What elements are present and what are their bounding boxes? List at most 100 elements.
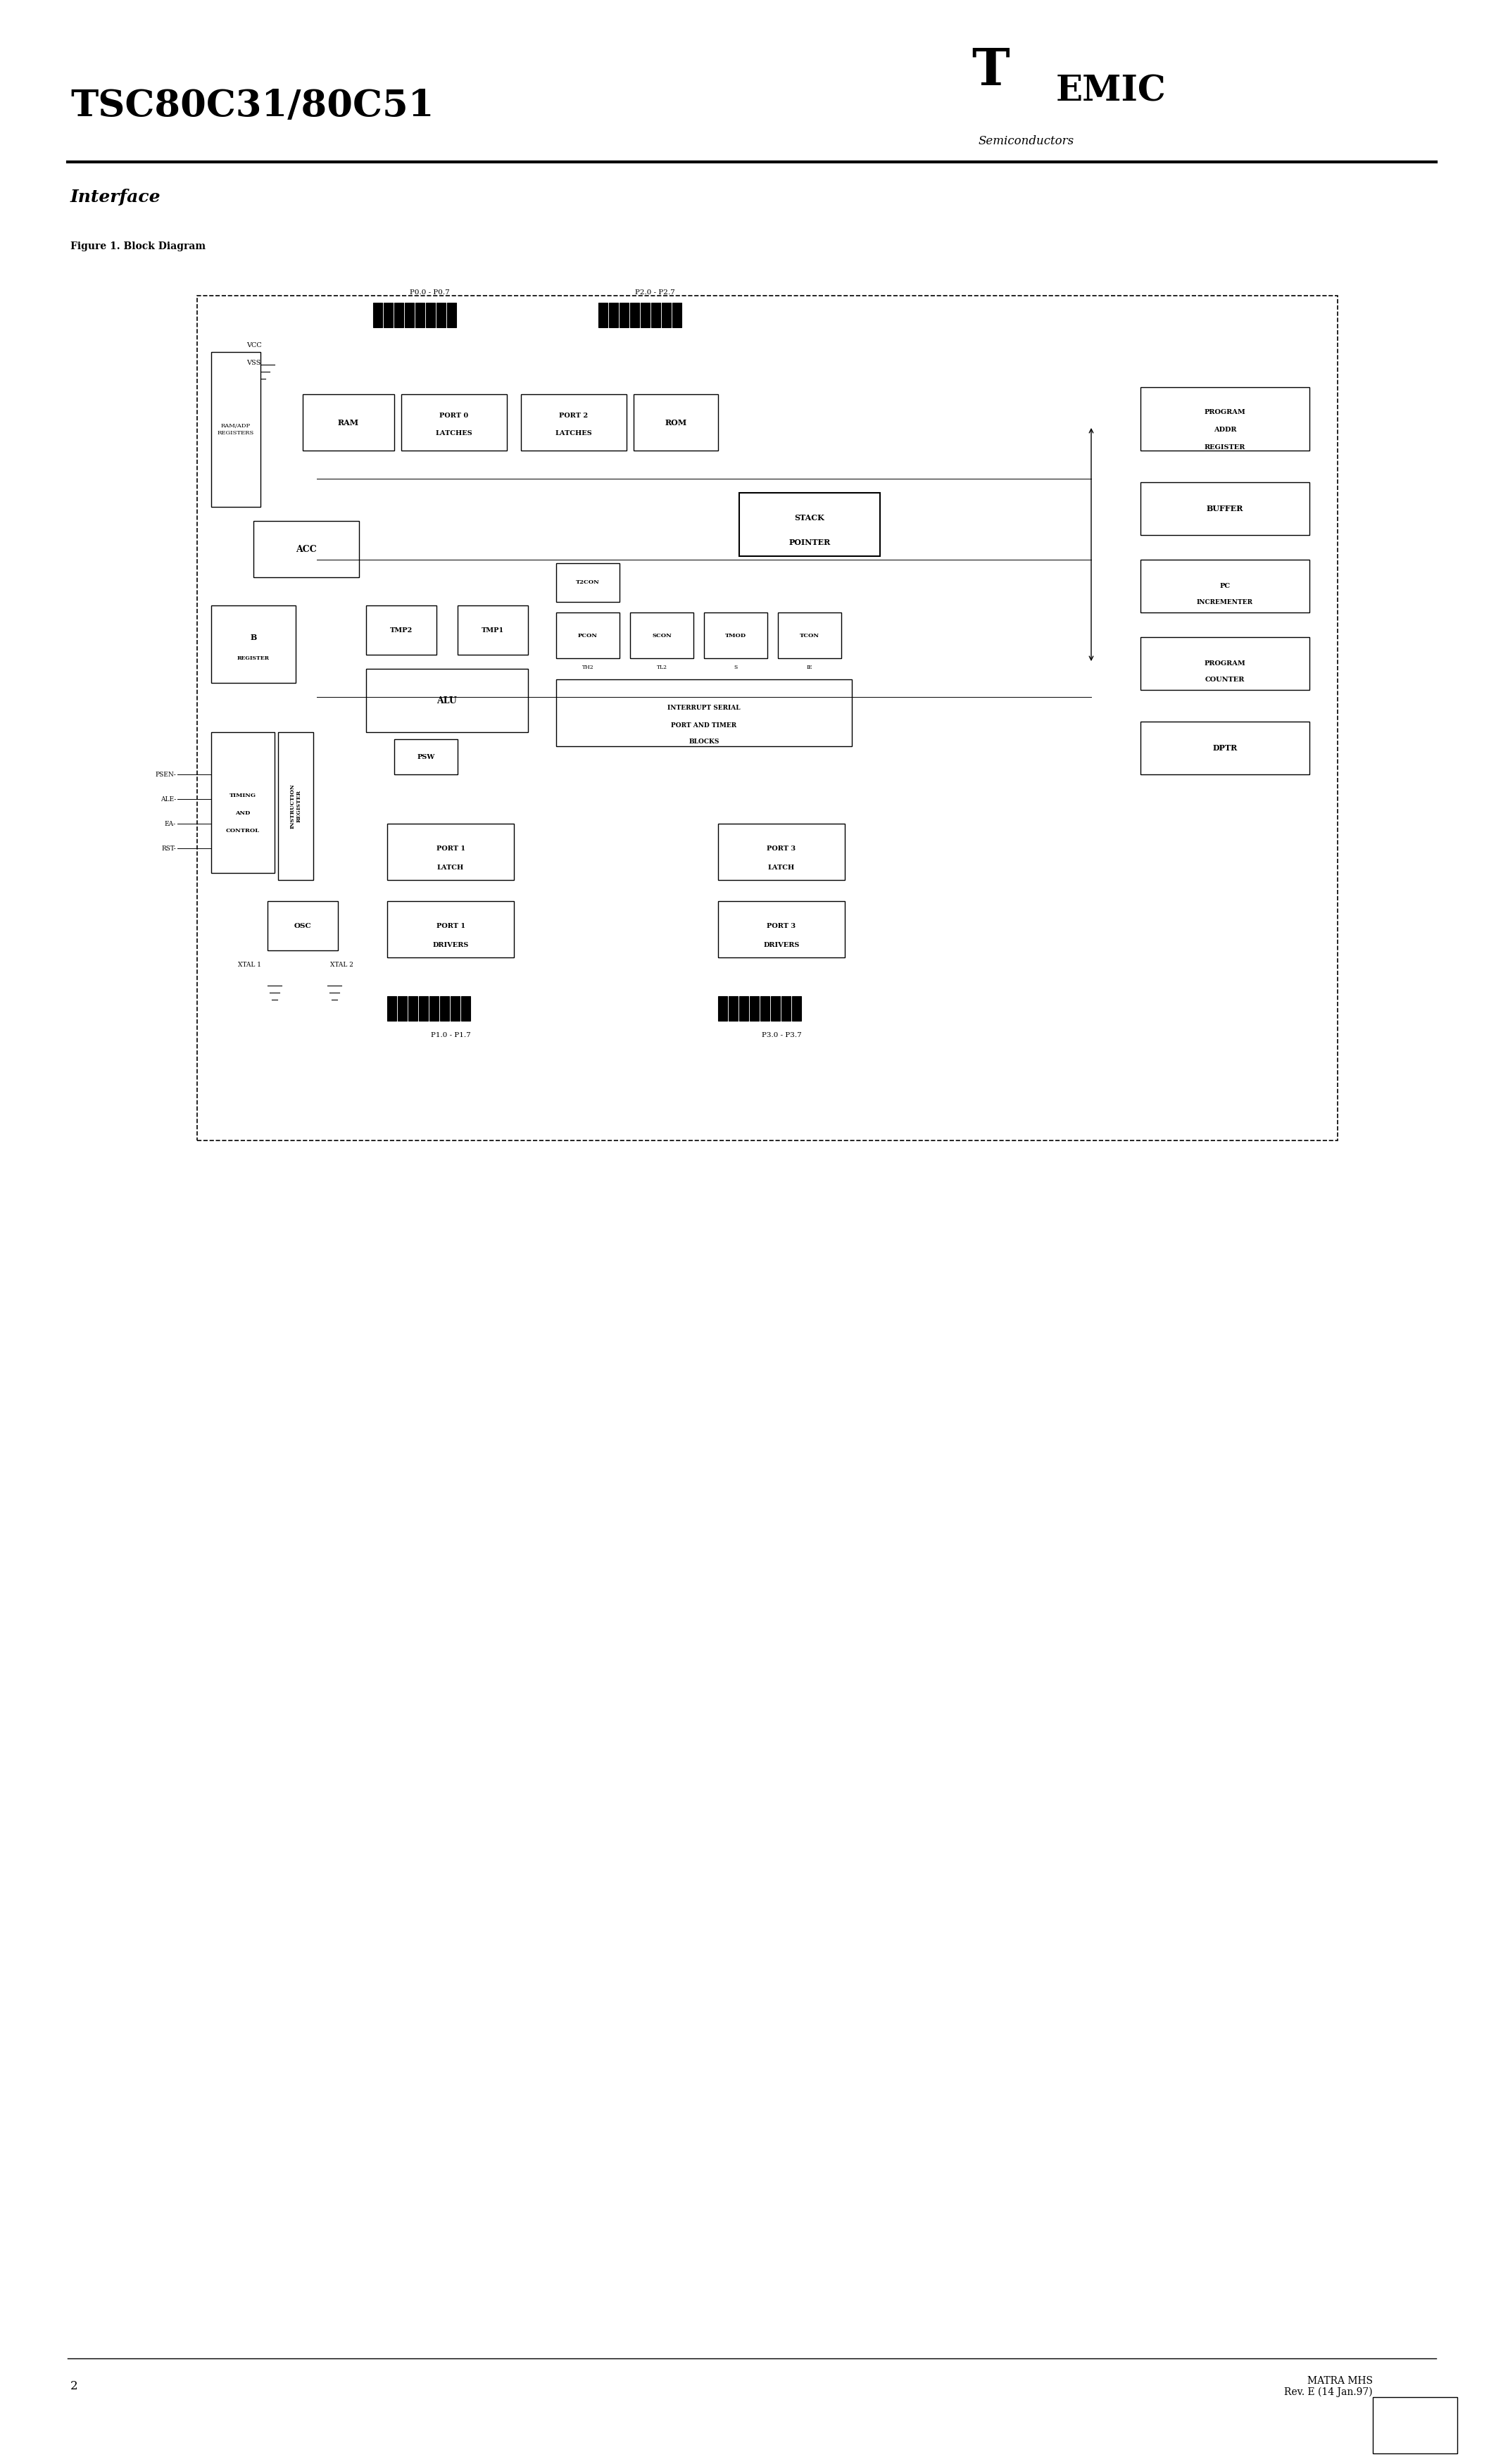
Text: REGISTER: REGISTER — [238, 655, 269, 660]
Text: ALE-: ALE- — [160, 796, 177, 803]
Bar — [739, 995, 748, 1020]
Text: TMP2: TMP2 — [390, 626, 413, 633]
Bar — [398, 995, 407, 1020]
Text: PORT 1: PORT 1 — [437, 922, 465, 929]
Text: XTAL 1: XTAL 1 — [238, 961, 262, 968]
Bar — [211, 606, 296, 683]
Bar — [387, 902, 515, 958]
Bar — [383, 303, 393, 328]
Text: LATCH: LATCH — [437, 865, 464, 870]
Bar — [211, 732, 275, 872]
Text: ALU: ALU — [437, 695, 458, 705]
Text: INCREMENTER: INCREMENTER — [1197, 599, 1254, 606]
Text: PC: PC — [1219, 582, 1230, 589]
Text: Semiconductors: Semiconductors — [978, 136, 1074, 148]
Text: RAM/ADP
REGISTERS: RAM/ADP REGISTERS — [217, 424, 254, 436]
Bar — [401, 394, 507, 451]
Bar — [718, 995, 727, 1020]
Bar — [387, 823, 515, 880]
Text: PSEN-: PSEN- — [156, 771, 177, 779]
Bar — [447, 303, 456, 328]
Text: B: B — [250, 633, 257, 641]
Text: LATCH: LATCH — [767, 865, 794, 870]
Bar — [395, 303, 404, 328]
Text: AND: AND — [235, 811, 250, 816]
Bar — [408, 995, 417, 1020]
Bar — [521, 394, 627, 451]
Bar — [557, 564, 619, 601]
Text: CONTROL: CONTROL — [226, 828, 260, 833]
Bar — [630, 614, 694, 658]
Text: SCON: SCON — [652, 633, 672, 638]
Bar — [598, 303, 607, 328]
Text: EA-: EA- — [165, 821, 177, 828]
Bar — [749, 995, 758, 1020]
Text: XTAL 2: XTAL 2 — [329, 961, 353, 968]
Bar — [770, 995, 779, 1020]
Text: BLOCKS: BLOCKS — [688, 739, 720, 744]
Bar — [405, 303, 414, 328]
Text: VSS: VSS — [247, 360, 260, 365]
Bar — [440, 995, 449, 1020]
Text: COUNTER: COUNTER — [1206, 675, 1245, 683]
Text: PROGRAM: PROGRAM — [1204, 660, 1246, 665]
Text: DRIVERS: DRIVERS — [763, 941, 799, 949]
Bar — [395, 739, 458, 774]
Text: LATCHES: LATCHES — [555, 429, 592, 436]
Text: OSC: OSC — [295, 922, 311, 929]
Bar — [634, 394, 718, 451]
Bar — [268, 902, 338, 951]
Text: IE: IE — [806, 665, 812, 670]
Bar — [416, 303, 425, 328]
Bar — [1140, 387, 1309, 451]
Text: DPTR: DPTR — [1213, 744, 1237, 752]
Text: RAM: RAM — [338, 419, 359, 426]
Bar — [630, 303, 639, 328]
Text: PCON: PCON — [577, 633, 598, 638]
Text: ACC: ACC — [296, 545, 317, 554]
Text: PORT 0: PORT 0 — [440, 411, 468, 419]
Text: TMOD: TMOD — [726, 633, 747, 638]
Bar — [367, 606, 437, 655]
Bar — [1140, 638, 1309, 690]
Bar — [661, 303, 670, 328]
Text: ADDR: ADDR — [1213, 426, 1236, 434]
Bar — [672, 303, 682, 328]
Text: PORT 1: PORT 1 — [437, 845, 465, 853]
Text: DRIVERS: DRIVERS — [432, 941, 468, 949]
Bar — [609, 303, 618, 328]
Bar — [373, 303, 383, 328]
Text: ROM: ROM — [664, 419, 687, 426]
Bar — [302, 394, 395, 451]
Text: P0.0 - P0.7: P0.0 - P0.7 — [410, 288, 449, 296]
Bar — [419, 995, 428, 1020]
Text: TCON: TCON — [800, 633, 820, 638]
Text: VCC: VCC — [247, 342, 262, 347]
Bar — [557, 614, 619, 658]
Text: STACK: STACK — [794, 513, 824, 522]
Bar — [619, 303, 628, 328]
Bar — [429, 995, 438, 1020]
Text: LATCHES: LATCHES — [435, 429, 473, 436]
Text: PROGRAM: PROGRAM — [1204, 409, 1246, 414]
FancyBboxPatch shape — [197, 296, 1337, 1141]
Bar — [760, 995, 769, 1020]
Bar — [1140, 722, 1309, 774]
Text: INSTRUCTION
REGISTER: INSTRUCTION REGISTER — [290, 784, 302, 828]
Text: Figure 1. Block Diagram: Figure 1. Block Diagram — [70, 241, 205, 251]
Bar — [739, 493, 880, 557]
Text: P1.0 - P1.7: P1.0 - P1.7 — [431, 1032, 471, 1037]
Bar — [367, 668, 528, 732]
Bar — [640, 303, 649, 328]
Text: PORT AND TIMER: PORT AND TIMER — [672, 722, 736, 729]
Bar — [1140, 483, 1309, 535]
Bar — [437, 303, 446, 328]
Bar — [781, 995, 790, 1020]
Text: TMP1: TMP1 — [482, 626, 504, 633]
Bar — [387, 995, 396, 1020]
Bar — [1373, 2397, 1457, 2454]
Bar — [1140, 559, 1309, 614]
Bar — [791, 995, 802, 1020]
Bar — [278, 732, 313, 880]
Bar — [211, 352, 260, 508]
